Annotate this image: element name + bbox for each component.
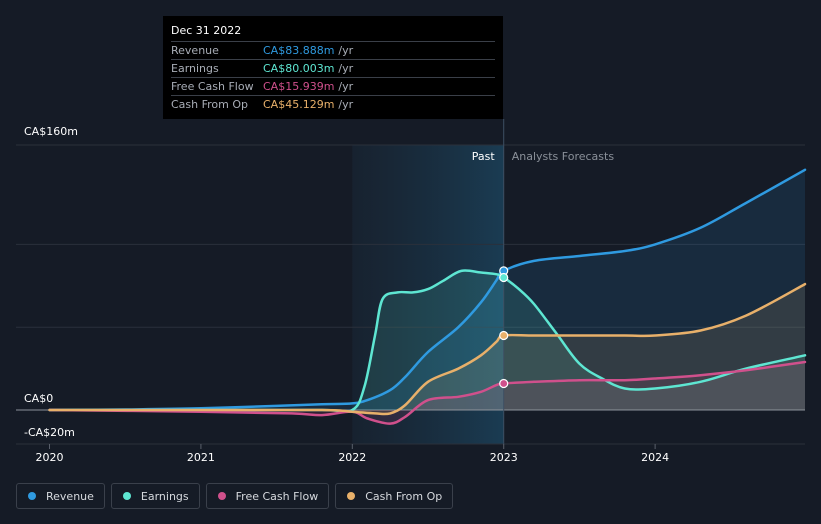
legend-item-free-cash-flow[interactable]: Free Cash Flow [205, 483, 330, 509]
chart: Past Analysts Forecasts CA$160m CA$0 -CA$2… [16, 119, 807, 464]
x-tick-label: 2020 [36, 451, 64, 464]
past-highlight-region [352, 145, 504, 444]
tooltip-value: CA$45.129m [263, 98, 335, 111]
legend-label: Earnings [140, 489, 189, 503]
tooltip-label: Revenue [171, 44, 219, 57]
cash-from-op-marker [499, 330, 509, 341]
tooltip: Dec 31 2022 Revenue CA$83.888m /yr Earni… [163, 16, 503, 119]
tooltip-value: CA$15.939m [263, 80, 335, 93]
free-cash-flow-marker [499, 378, 509, 389]
earnings-line [48, 269, 807, 413]
tooltip-row-revenue: Revenue CA$83.888m /yr [171, 41, 495, 59]
earnings-area [49, 270, 805, 412]
tooltip-label: Earnings [171, 62, 219, 75]
x-tick-label: 2022 [338, 451, 366, 464]
tooltip-unit: /yr [338, 62, 354, 75]
tooltip-value: CA$80.003m [263, 62, 335, 75]
cash-from-op-line [48, 282, 807, 416]
legend-item-cash-from-op[interactable]: Cash From Op [335, 483, 454, 509]
past-label: Past [472, 150, 496, 163]
tooltip-label: Cash From Op [171, 98, 249, 111]
earnings-marker [499, 272, 509, 283]
tooltip-date: Dec 31 2022 [171, 24, 242, 37]
cash-from-op-area [49, 284, 805, 415]
free-cash-flow-area [49, 362, 805, 424]
revenue-dot-icon [28, 492, 36, 500]
tooltip-row-free-cash-flow: Free Cash Flow CA$15.939m /yr [171, 77, 495, 95]
x-tick-label: 2024 [641, 451, 669, 464]
y-tick-label: CA$160m [24, 125, 78, 138]
y-tick-label: CA$0 [24, 392, 53, 405]
earnings-dot-icon [122, 492, 131, 500]
legend-item-revenue[interactable]: Revenue [16, 483, 105, 509]
revenue-area [49, 169, 805, 410]
x-tick-label: 2023 [490, 451, 518, 464]
cash-from-op-dot-icon [347, 492, 356, 500]
tooltip-unit: /yr [338, 80, 354, 93]
legend: Revenue Earnings Free Cash Flow Cash Fro… [16, 483, 454, 509]
revenue-line [48, 168, 807, 412]
forecast-label: Analysts Forecasts [512, 150, 615, 163]
legend-label: Cash From Op [365, 489, 443, 503]
y-tick-label: -CA$20m [24, 426, 75, 439]
legend-label: Revenue [46, 489, 94, 503]
tooltip-value: CA$83.888m [263, 44, 335, 57]
legend-label: Free Cash Flow [235, 489, 319, 503]
x-tick-label: 2021 [187, 451, 215, 464]
tooltip-row-earnings: Earnings CA$80.003m /yr [171, 59, 495, 77]
tooltip-unit: /yr [338, 44, 354, 57]
tooltip-unit: /yr [338, 98, 354, 111]
free-cash-flow-dot-icon [217, 492, 226, 500]
free-cash-flow-line [48, 360, 807, 425]
legend-item-earnings[interactable]: Earnings [110, 483, 200, 509]
tooltip-label: Free Cash Flow [171, 80, 254, 93]
tooltip-row-cash-from-op: Cash From Op CA$45.129m /yr [171, 95, 495, 113]
